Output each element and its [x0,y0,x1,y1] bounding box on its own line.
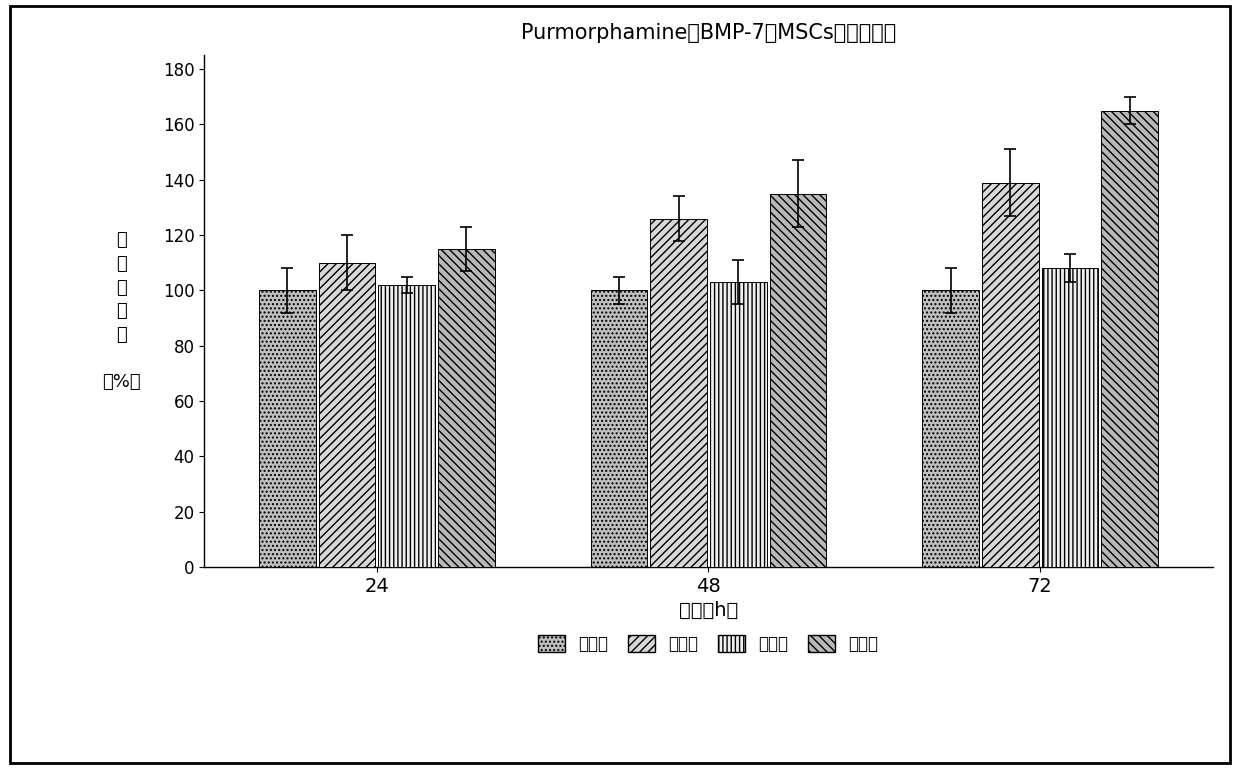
Bar [438,249,495,567]
Bar [650,218,707,567]
X-axis label: 时间（h）: 时间（h） [678,601,738,621]
Bar [378,285,435,567]
Bar [259,291,315,567]
Bar [590,291,647,567]
Bar [319,263,376,567]
Bar [923,291,978,567]
Title: Purmorphamine与BMP-7对MSCs活性的影响: Purmorphamine与BMP-7对MSCs活性的影响 [521,23,897,43]
Bar [770,194,826,567]
Bar [1101,111,1158,567]
Y-axis label: 细
胞
存
活
率

（%）: 细 胞 存 活 率 （%） [102,231,140,391]
Bar [711,282,766,567]
Bar [1042,268,1099,567]
Legend: 第一组, 第二组, 第三组, 第四组: 第一组, 第二组, 第三组, 第四组 [529,626,887,661]
Bar [982,182,1039,567]
